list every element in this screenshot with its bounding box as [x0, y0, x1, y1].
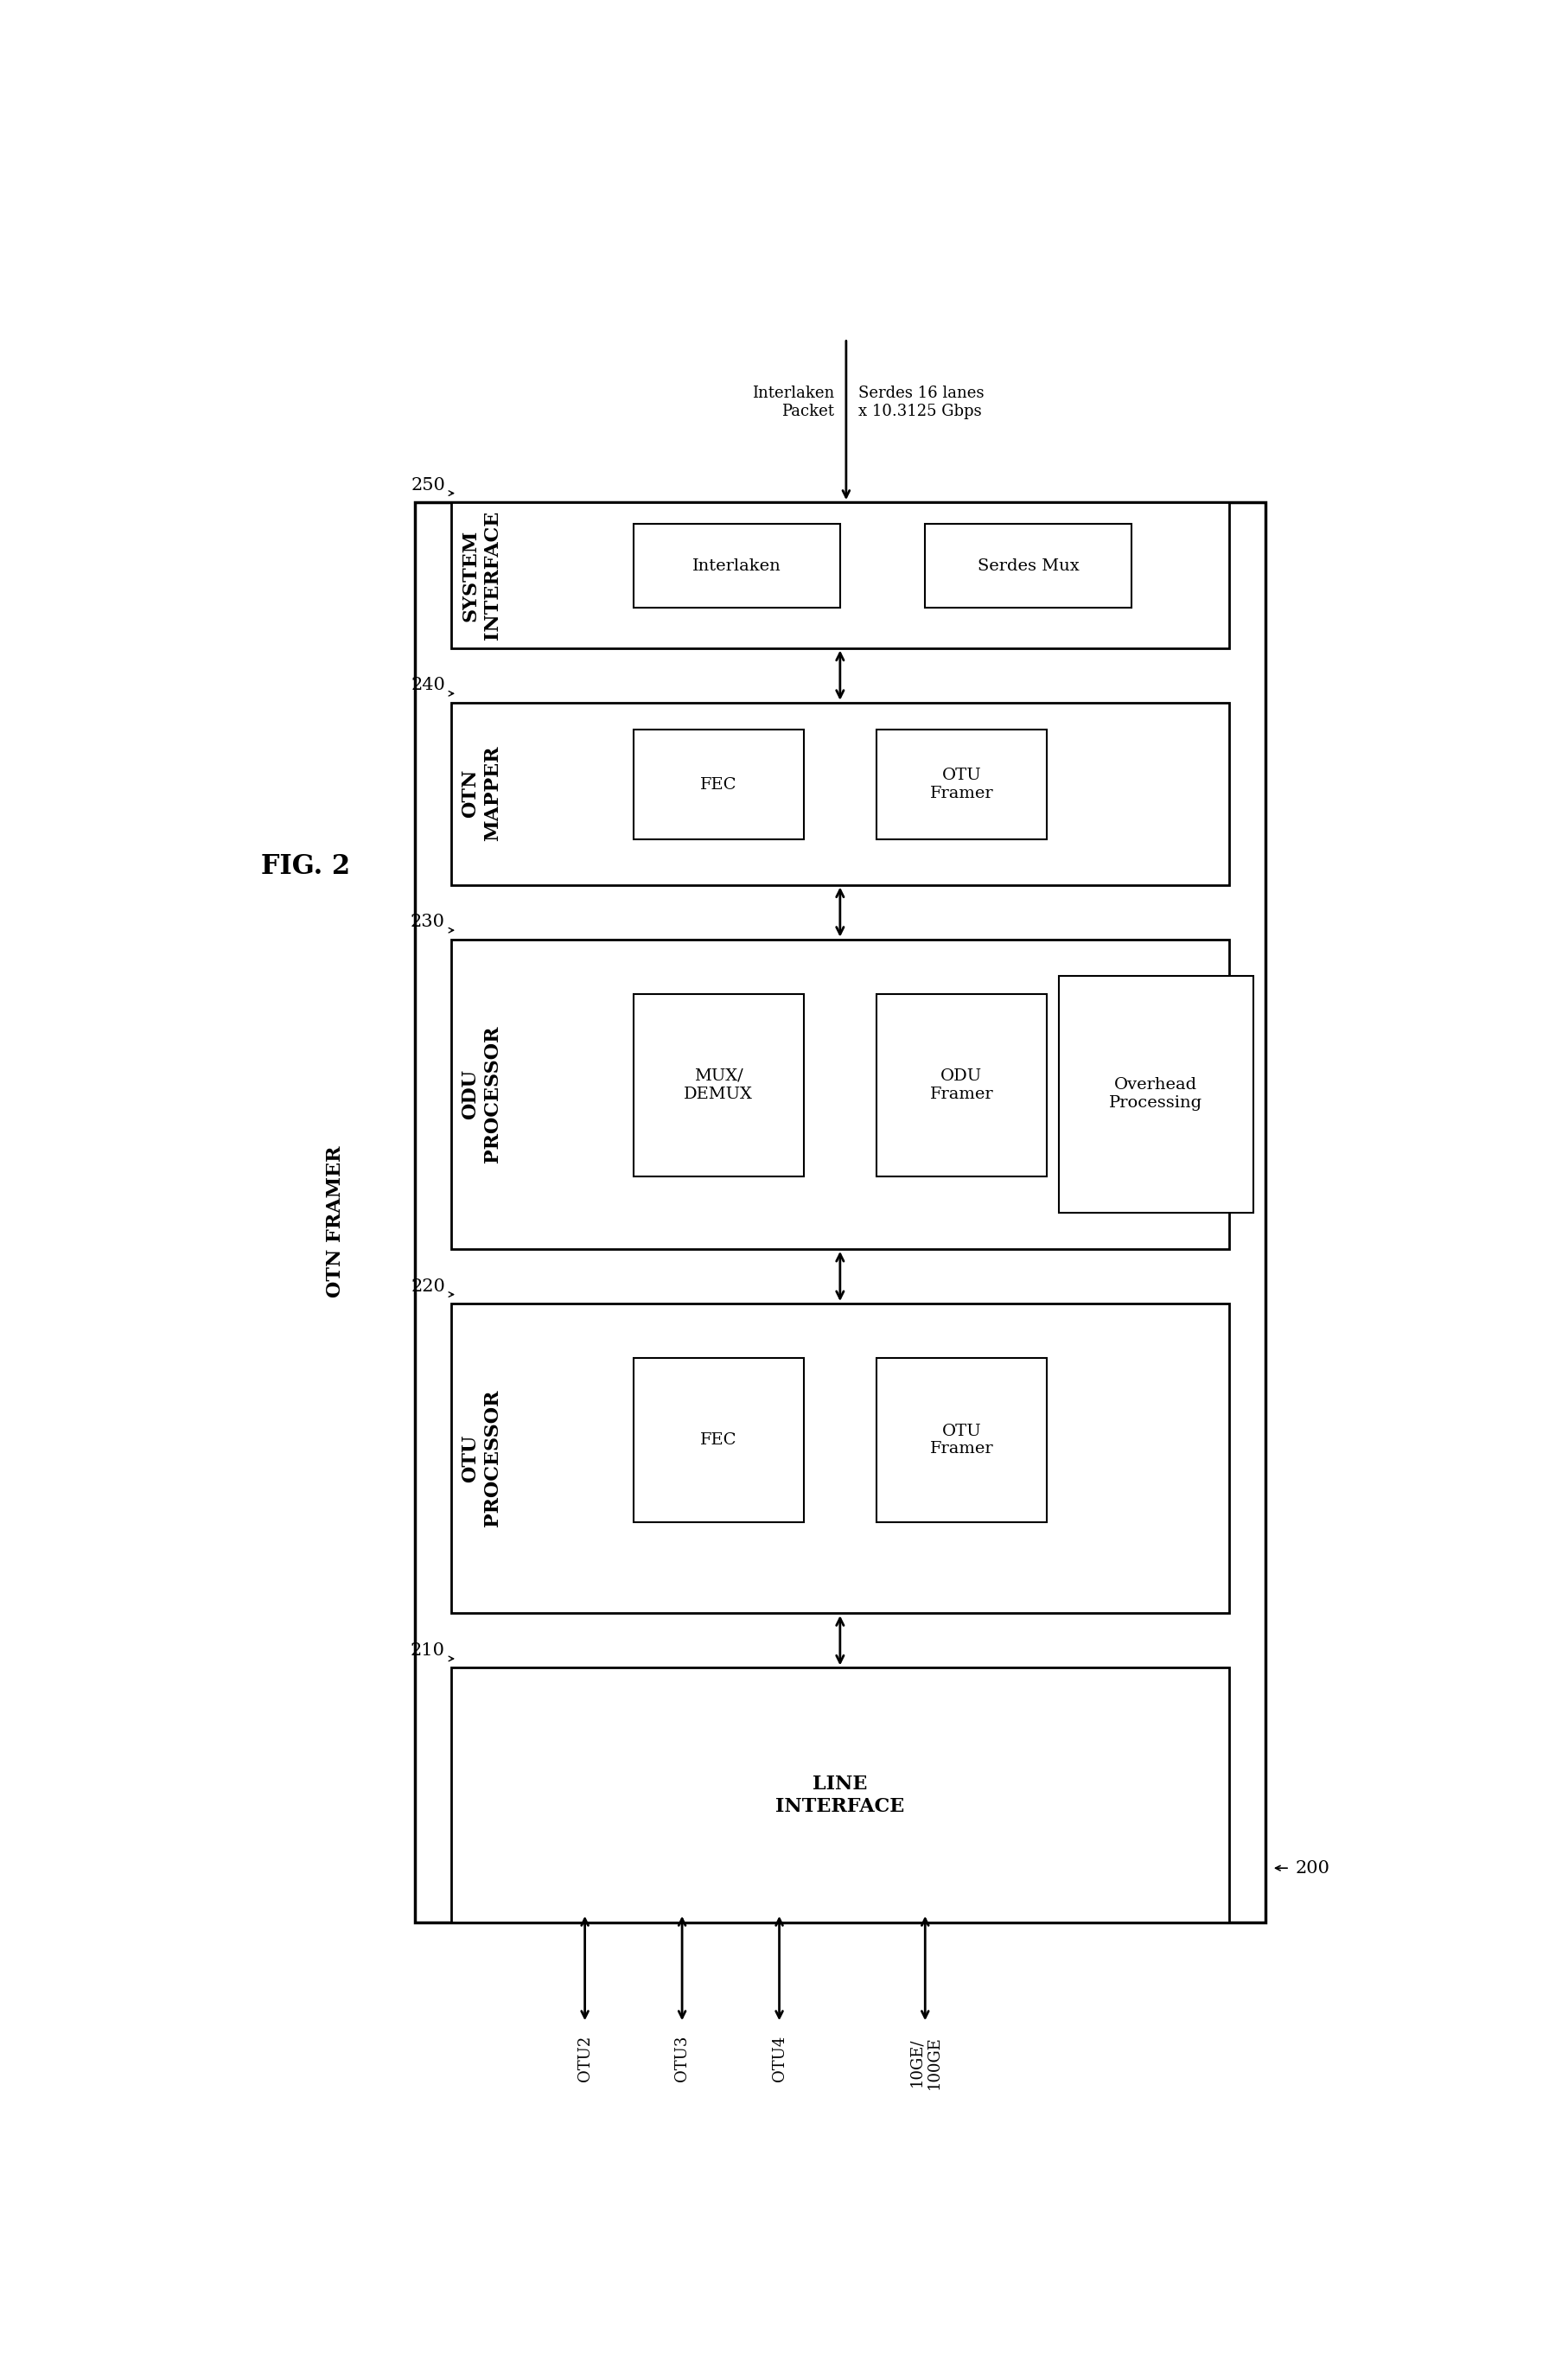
Text: OTU2: OTU2 — [577, 2036, 593, 2081]
Text: Serdes Mux: Serdes Mux — [977, 558, 1079, 575]
FancyBboxPatch shape — [414, 501, 1265, 1923]
Text: 250: 250 — [411, 478, 445, 494]
FancyBboxPatch shape — [877, 1358, 1047, 1523]
Text: 10GE/
100GE: 10GE/ 100GE — [908, 2036, 942, 2088]
FancyBboxPatch shape — [452, 501, 1229, 648]
Text: OTU4: OTU4 — [771, 2036, 787, 2081]
Text: 220: 220 — [411, 1277, 445, 1294]
Text: SYSTEM
INTERFACE: SYSTEM INTERFACE — [461, 511, 502, 639]
Text: OTU
PROCESSOR: OTU PROCESSOR — [461, 1391, 502, 1528]
Text: OTN FRAMER: OTN FRAMER — [326, 1145, 345, 1298]
FancyBboxPatch shape — [1058, 977, 1253, 1213]
Text: OTU
Framer: OTU Framer — [930, 1424, 994, 1457]
FancyBboxPatch shape — [633, 1358, 804, 1523]
FancyBboxPatch shape — [633, 993, 804, 1175]
Text: OTU3: OTU3 — [674, 2036, 690, 2081]
Text: FIG. 2: FIG. 2 — [260, 854, 350, 880]
FancyBboxPatch shape — [925, 525, 1132, 608]
Text: FEC: FEC — [701, 776, 737, 792]
FancyBboxPatch shape — [452, 939, 1229, 1249]
Text: Interlaken
Packet: Interlaken Packet — [751, 385, 834, 419]
Text: Serdes 16 lanes
x 10.3125 Gbps: Serdes 16 lanes x 10.3125 Gbps — [858, 385, 985, 419]
FancyBboxPatch shape — [633, 731, 804, 840]
Text: ODU
Framer: ODU Framer — [930, 1069, 994, 1102]
Text: 200: 200 — [1295, 1859, 1330, 1875]
Text: Interlaken: Interlaken — [693, 558, 781, 575]
Text: 210: 210 — [411, 1641, 445, 1658]
Text: 230: 230 — [411, 913, 445, 929]
Text: Overhead
Processing: Overhead Processing — [1109, 1078, 1203, 1112]
FancyBboxPatch shape — [452, 1303, 1229, 1613]
FancyBboxPatch shape — [452, 1667, 1229, 1923]
Text: ODU
PROCESSOR: ODU PROCESSOR — [461, 1026, 502, 1164]
Text: OTN
MAPPER: OTN MAPPER — [461, 745, 502, 842]
FancyBboxPatch shape — [452, 702, 1229, 885]
Text: LINE
INTERFACE: LINE INTERFACE — [776, 1774, 905, 1816]
Text: MUX/
DEMUX: MUX/ DEMUX — [684, 1069, 753, 1102]
Text: FEC: FEC — [701, 1433, 737, 1447]
FancyBboxPatch shape — [633, 525, 840, 608]
FancyBboxPatch shape — [877, 993, 1047, 1175]
Text: 240: 240 — [411, 676, 445, 693]
FancyBboxPatch shape — [877, 731, 1047, 840]
Text: OTU
Framer: OTU Framer — [930, 769, 994, 802]
